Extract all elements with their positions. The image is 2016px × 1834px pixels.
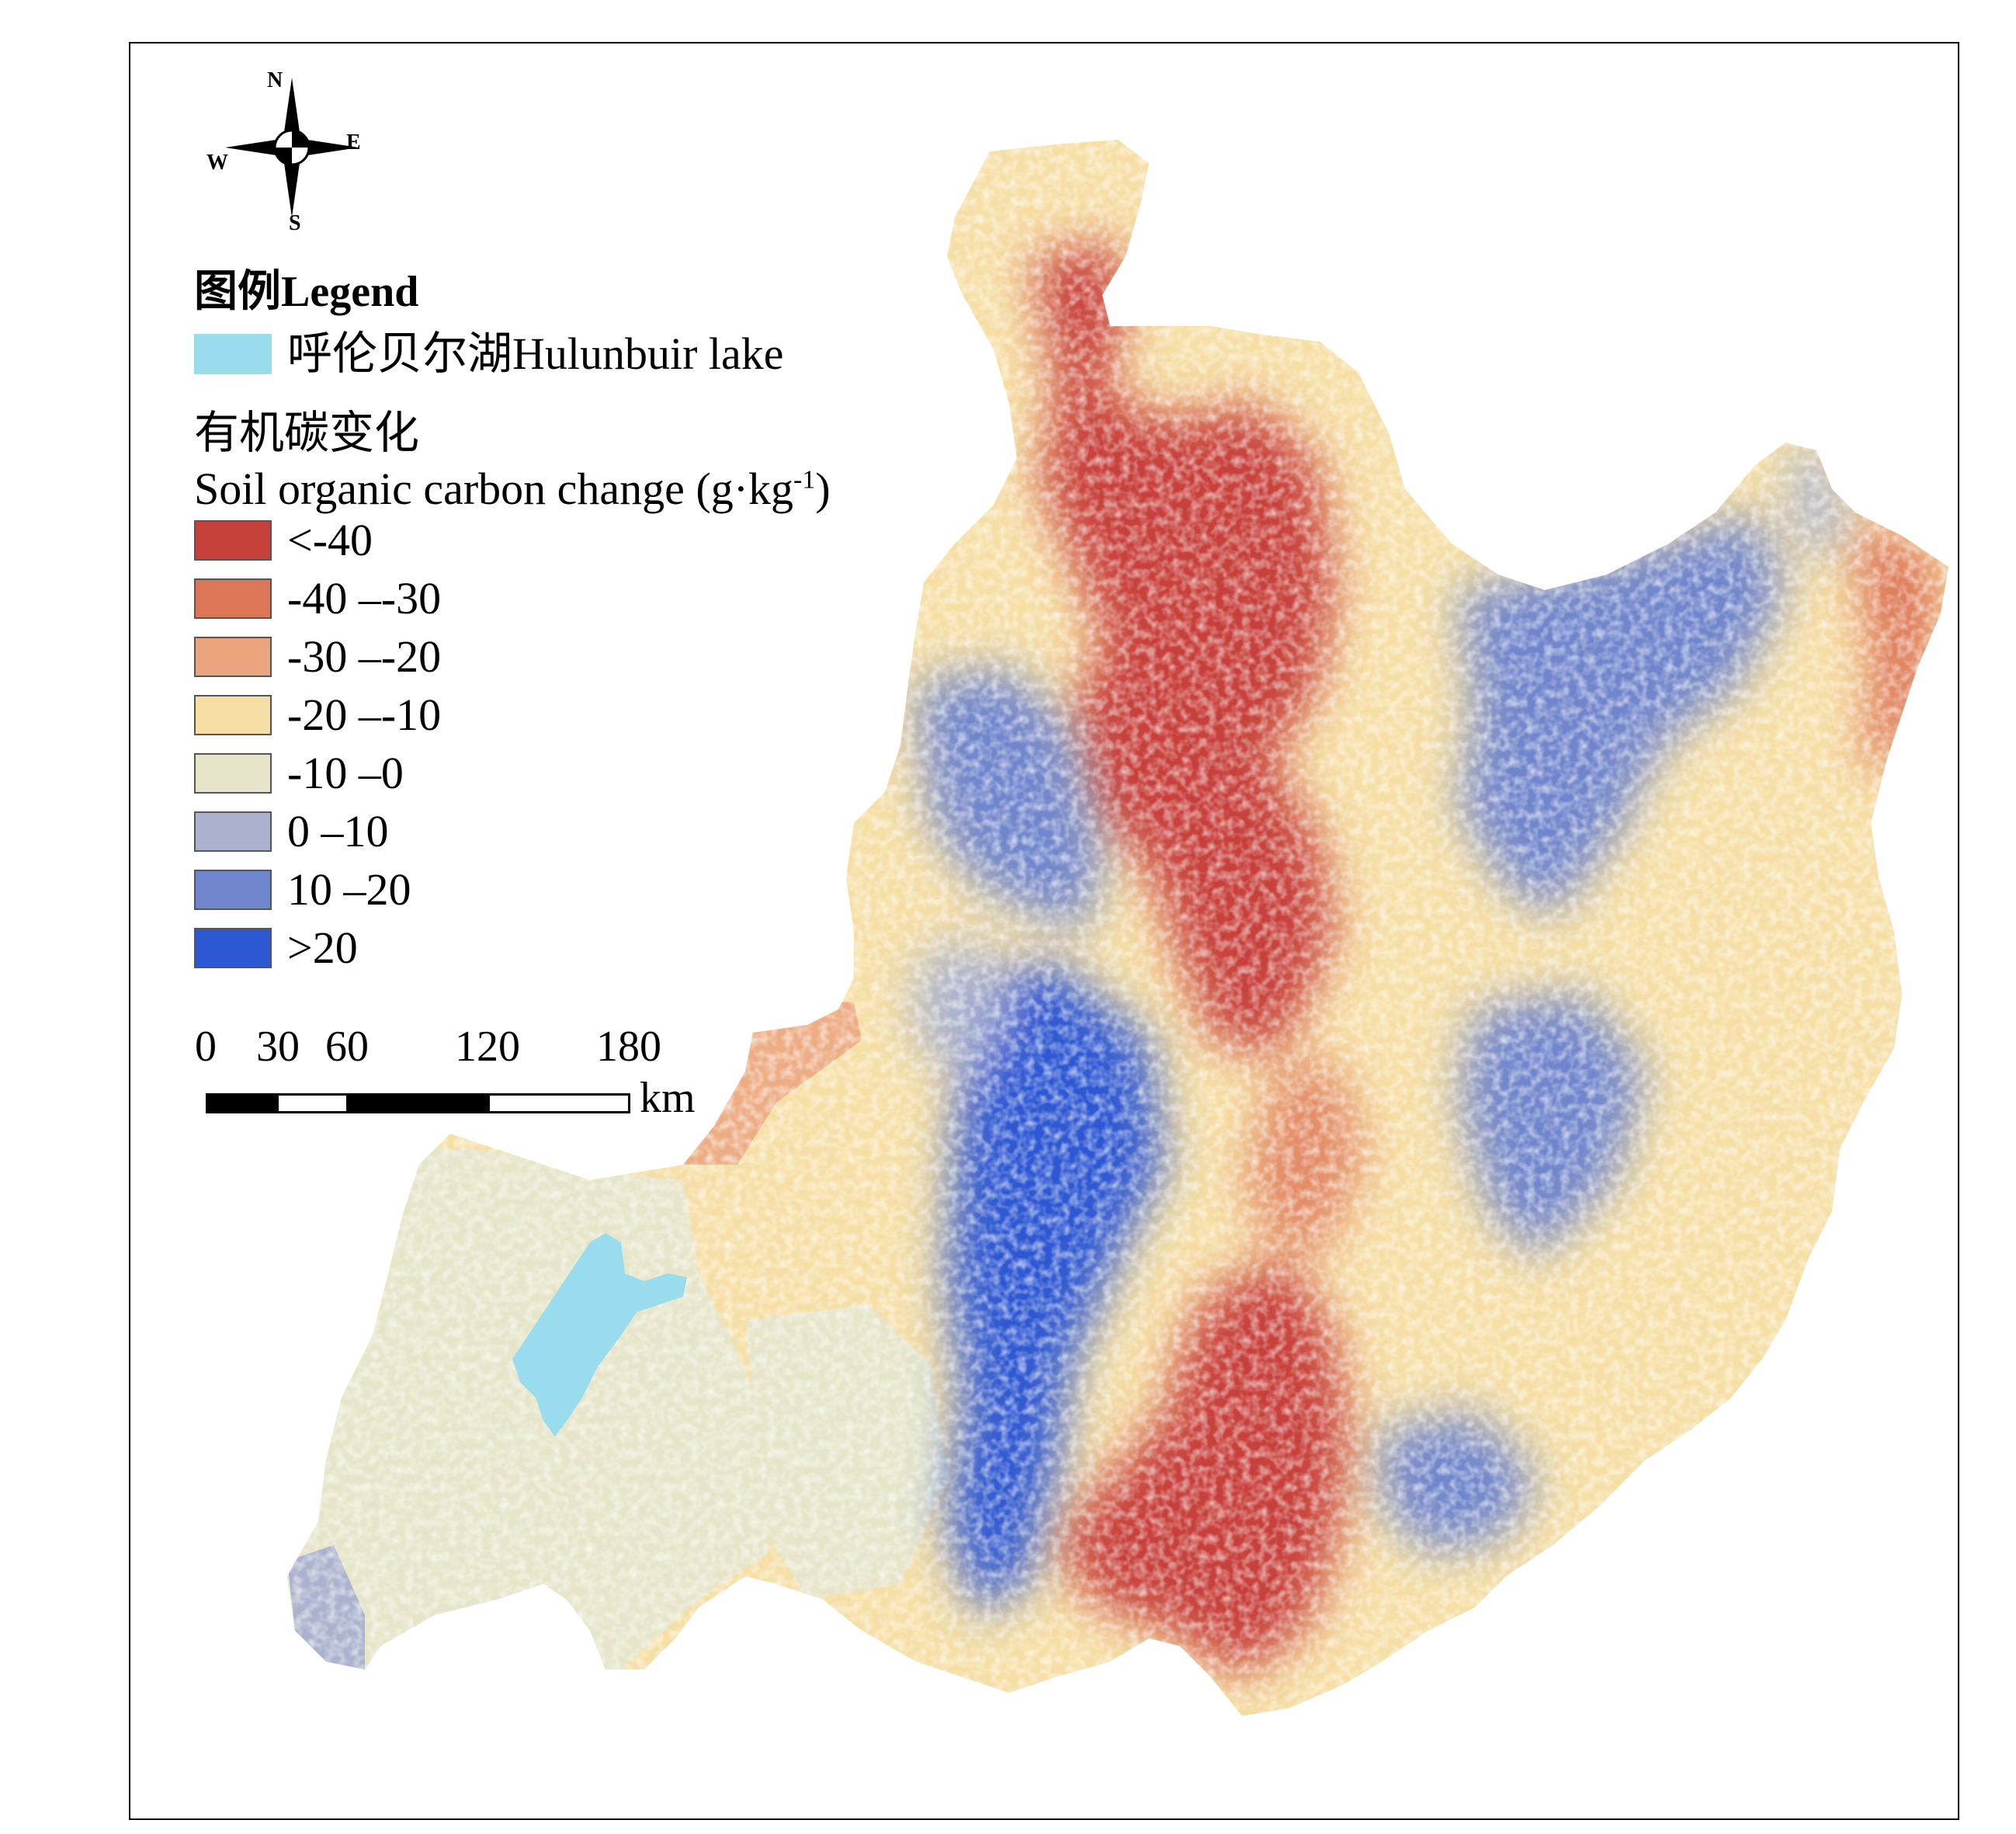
legend-swatch bbox=[194, 637, 272, 677]
scale-label-30: 30 bbox=[256, 1023, 300, 1071]
legend-class-row: >20 bbox=[194, 922, 358, 973]
scale-label-120: 120 bbox=[455, 1023, 520, 1071]
legend-swatch bbox=[194, 811, 272, 852]
legend-class-row: <-40 bbox=[194, 515, 373, 565]
legend-class-label: >20 bbox=[287, 922, 358, 973]
compass-s-label: S bbox=[289, 211, 301, 235]
scale-label-60: 60 bbox=[325, 1023, 369, 1071]
legend-class-label: -10 –0 bbox=[287, 748, 404, 798]
legend-swatch bbox=[194, 520, 272, 561]
map-frame bbox=[129, 42, 1959, 1820]
legend-class-label: -30 –-20 bbox=[287, 631, 442, 682]
legend-class-label: <-40 bbox=[287, 515, 373, 565]
scale-segment-2 bbox=[276, 1093, 349, 1113]
scale-label-0: 0 bbox=[195, 1023, 217, 1071]
legend-swatch bbox=[194, 695, 272, 735]
compass-n-label: N bbox=[267, 68, 283, 92]
legend-class-row: 10 –20 bbox=[194, 864, 411, 915]
lake-label: 呼伦贝尔湖Hulunbuir lake bbox=[287, 328, 784, 379]
soc-title-cn: 有机碳变化 bbox=[194, 408, 420, 458]
scale-unit: km bbox=[640, 1074, 696, 1122]
scale-segment-3 bbox=[347, 1093, 489, 1113]
compass-rose-icon bbox=[225, 78, 359, 217]
legend-swatch bbox=[194, 753, 272, 794]
scale-segment-1 bbox=[206, 1093, 278, 1113]
soc-title-close: ) bbox=[815, 464, 831, 514]
legend-class-label: -20 –-10 bbox=[287, 689, 442, 740]
legend-title: 图例Legend bbox=[194, 268, 419, 316]
legend-swatch bbox=[194, 928, 272, 968]
legend-class-label: 10 –20 bbox=[287, 864, 411, 915]
compass-e-label: E bbox=[346, 130, 361, 155]
compass-w-label: W bbox=[206, 151, 228, 175]
lake-swatch bbox=[194, 334, 272, 374]
legend-swatch bbox=[194, 578, 272, 619]
legend-class-row: -40 –-30 bbox=[194, 573, 442, 623]
scale-segment-4 bbox=[488, 1093, 630, 1113]
legend-class-row: -20 –-10 bbox=[194, 689, 442, 740]
soc-title-unit-exponent: -1 bbox=[793, 465, 816, 495]
legend-swatch bbox=[194, 870, 272, 910]
hulunbuir-lake bbox=[512, 1233, 687, 1436]
legend-class-row: -10 –0 bbox=[194, 748, 404, 798]
scale-label-180: 180 bbox=[596, 1023, 661, 1071]
legend-lake-row: 呼伦贝尔湖Hulunbuir lake bbox=[194, 328, 784, 379]
soc-title-en-text: Soil organic carbon change (g·kg bbox=[194, 464, 794, 514]
soc-title-en: Soil organic carbon change (g·kg-1) bbox=[194, 463, 831, 515]
legend-class-label: -40 –-30 bbox=[287, 573, 442, 623]
legend-class-label: 0 –10 bbox=[287, 806, 389, 856]
legend-class-row: -30 –-20 bbox=[194, 631, 442, 682]
legend-class-row: 0 –10 bbox=[194, 806, 389, 856]
